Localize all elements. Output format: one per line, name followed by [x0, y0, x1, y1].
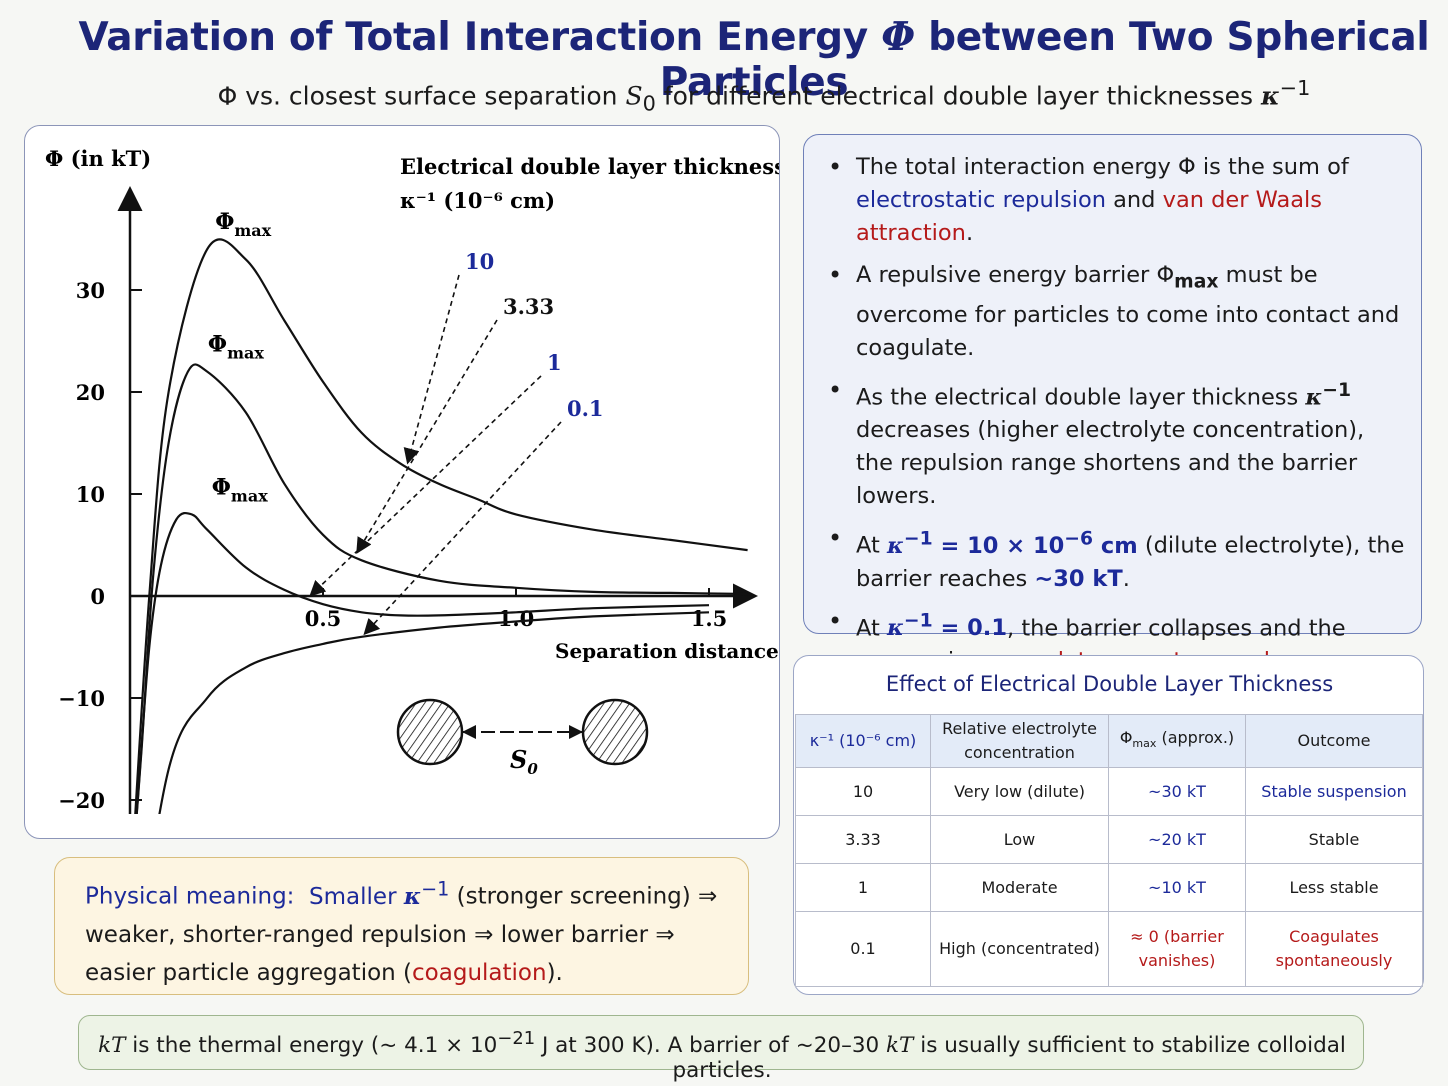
curve-kappa-1: [135, 511, 710, 814]
table-row: 3.33 Low ~20 kT Stable: [795, 815, 1423, 864]
cell-concentration: High (concentrated): [930, 911, 1109, 987]
y-tick-label: 0: [90, 584, 105, 609]
series-label-0_1: 0.1: [567, 396, 604, 421]
separation-arrow-left: [462, 725, 476, 739]
header-outcome: Outcome: [1245, 714, 1423, 768]
cell-phimax: ~20 kT: [1108, 815, 1246, 864]
table-row: 0.1 High (concentrated) ≈ 0 (barrier van…: [795, 911, 1423, 987]
table-row: 1 Moderate ~10 kT Less stable: [795, 863, 1423, 912]
footer-note: kT is the thermal energy (~ 4.1 × 10−21 …: [78, 1015, 1364, 1083]
y-tick-label: 20: [76, 380, 105, 405]
cell-concentration: Very low (dilute): [930, 767, 1109, 816]
particles-inset: S0: [396, 698, 649, 778]
x-tick-label: 1.5: [691, 606, 728, 631]
table-row: 10 Very low (dilute) ~30 kT Stable suspe…: [795, 767, 1423, 816]
phi-max-label: Φmax: [208, 332, 264, 363]
inset-s0-label: S0: [510, 745, 538, 778]
series-label-10: 10: [465, 249, 494, 274]
phi-max-label: Φmax: [212, 474, 268, 505]
physical-meaning-text: Physical meaning: Smaller κ−1 (stronger …: [85, 877, 718, 986]
y-tick-label: −10: [58, 686, 105, 711]
cell-outcome: Stable: [1245, 815, 1423, 864]
chart-panel: 30 20 10 0 −10 −20 0.5 1.0 1.5 Φ (in kT) Separati…: [24, 125, 780, 839]
header-kappa: κ⁻¹ (10⁻⁶ cm): [795, 714, 931, 768]
series-leader-3_33: [356, 319, 498, 554]
cell-outcome: Coagulates spontaneously: [1245, 911, 1423, 987]
cell-kappa: 3.33: [795, 815, 931, 864]
cell-kappa: 1: [795, 863, 931, 912]
effect-table-panel: Effect of Electrical Double Layer Thickn…: [793, 655, 1424, 995]
series-leader-1: [309, 375, 542, 597]
x-axis-label: Separation distance S S0: [555, 639, 779, 668]
y-tick-label: −20: [58, 788, 105, 813]
bullet-item: A repulsive energy barrier Φmax must be …: [826, 259, 1406, 365]
cell-phimax: ~10 kT: [1108, 863, 1246, 912]
table-header-row: κ⁻¹ (10⁻⁶ cm) Relative electrolyte conce…: [795, 714, 1423, 768]
particle-left: [396, 698, 464, 766]
cell-concentration: Low: [930, 815, 1109, 864]
cell-concentration: Moderate: [930, 863, 1109, 912]
cell-kappa: 0.1: [795, 911, 931, 987]
footer-text: kT is the thermal energy (~ 4.1 × 10−21 …: [98, 1028, 1346, 1084]
y-axis-label: Φ (in kT): [45, 146, 151, 171]
x-tick-label: 1.0: [498, 606, 535, 631]
effect-table: κ⁻¹ (10⁻⁶ cm) Relative electrolyte conce…: [795, 714, 1423, 987]
curve-kappa-3_33: [135, 363, 748, 814]
bullet-item: The total interaction energy Φ is the su…: [826, 151, 1406, 250]
curve-kappa-0_1: [158, 611, 710, 814]
series-label-3_33: 3.33: [503, 294, 554, 319]
header-concentration: Relative electrolyte concentration: [930, 714, 1109, 768]
legend-title-line1: Electrical double layer thickness: [400, 154, 779, 179]
separation-arrow-right: [569, 725, 583, 739]
cell-outcome: Stable suspension: [1245, 767, 1423, 816]
series-leader-10: [403, 274, 460, 465]
cell-outcome: Less stable: [1245, 863, 1423, 912]
legend-title-line2: κ⁻¹ (10⁻⁶ cm): [400, 188, 555, 213]
phi-max-label: Φmax: [215, 209, 271, 240]
explanation-panel: The total interaction energy Φ is the su…: [803, 134, 1422, 674]
y-tick-label: 30: [76, 278, 105, 303]
cell-phimax: ~30 kT: [1108, 767, 1246, 816]
bullet-item: At κ−1 = 10 × 10−6 cm (dilute electrolyt…: [826, 522, 1406, 596]
table-title: Effect of Electrical Double Layer Thickn…: [885, 672, 1334, 696]
header-phimax: Φmax (approx.): [1108, 714, 1246, 768]
bullet-item: As the electrical double layer thickness…: [826, 374, 1406, 514]
cell-kappa: 10: [795, 767, 931, 816]
cell-phimax: ≈ 0 (barrier vanishes): [1108, 911, 1246, 987]
explanation-list: The total interaction energy Φ is the su…: [826, 151, 1406, 687]
page-title: Variation of Total Interaction Energy Φ …: [78, 14, 1430, 105]
y-tick-label: 10: [76, 482, 105, 507]
physical-meaning-panel: Physical meaning: Smaller κ−1 (stronger …: [54, 857, 749, 995]
series-leader-0_1: [363, 421, 562, 636]
page-subtitle: Φ vs. closest surface separation S0 for …: [217, 76, 1311, 116]
x-tick-label: 0.5: [305, 606, 342, 631]
series-label-1: 1: [547, 350, 562, 375]
particle-right: [581, 698, 649, 766]
curve-kappa-10: [134, 238, 748, 814]
energy-chart: 30 20 10 0 −10 −20 0.5 1.0 1.5 Φ (in kT) Separati…: [45, 146, 779, 814]
